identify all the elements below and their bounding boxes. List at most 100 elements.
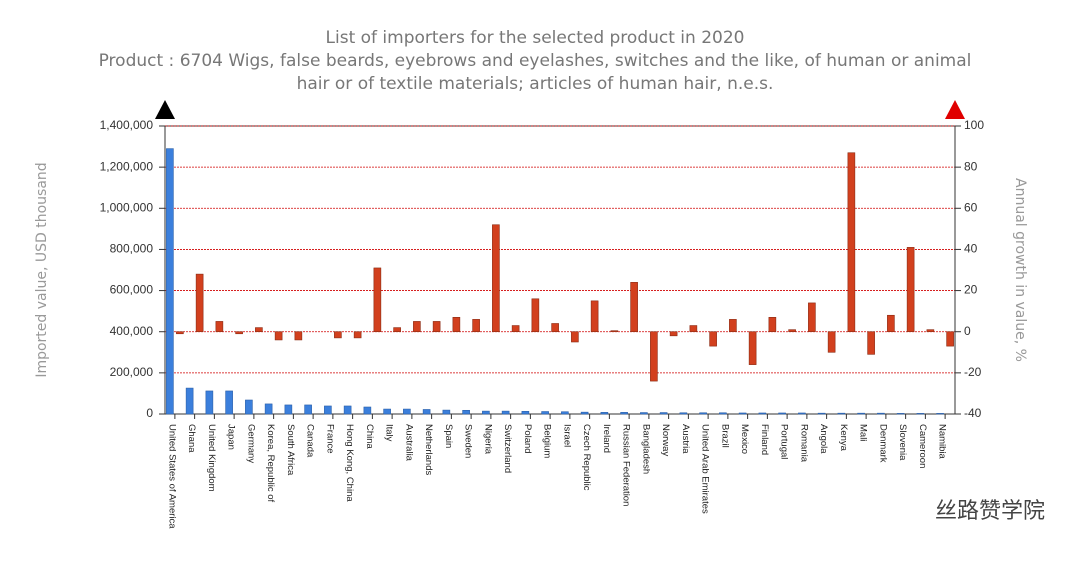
x-tick-label: United Kingdom	[206, 424, 217, 492]
bar	[896, 413, 905, 415]
bar	[936, 413, 944, 415]
bar	[324, 405, 332, 415]
x-tick-label: Denmark	[877, 424, 888, 463]
chart-title: List of importers for the selected produ…	[326, 28, 745, 48]
y-axis-label: Imported value, USD thousand	[34, 162, 50, 377]
bar	[768, 317, 777, 333]
y2-tick-label: -40	[964, 406, 982, 420]
x-tick-label: Namibia	[937, 424, 948, 460]
bar	[166, 148, 174, 415]
y-tick-label: 200,000	[110, 365, 154, 379]
x-tick-label: Poland	[522, 424, 533, 454]
bar	[343, 405, 352, 415]
bar	[363, 406, 372, 415]
x-tick-label: Ghana	[186, 424, 197, 453]
y-tick-label: 400,000	[110, 324, 154, 338]
bar	[729, 319, 737, 333]
y-tick-label: 1,400,000	[100, 118, 154, 132]
x-tick-label: Mexico	[739, 424, 750, 454]
bar	[778, 412, 786, 415]
bar	[630, 282, 638, 333]
bar	[709, 331, 717, 347]
bar	[738, 412, 747, 415]
x-tick-label: Romania	[798, 424, 809, 463]
bar	[689, 325, 698, 333]
bar	[442, 409, 451, 415]
bar	[561, 411, 569, 415]
x-tick-label: Czech Republic	[581, 424, 592, 491]
x-tick-label: Finland	[759, 424, 770, 455]
x-tick-label: Austria	[680, 424, 691, 454]
bar	[462, 409, 470, 415]
bar	[916, 413, 925, 415]
x-tick-label: Mali	[858, 424, 869, 441]
bar	[185, 387, 194, 415]
x-tick-label: United Arab Emirates	[700, 424, 711, 514]
bar	[334, 331, 342, 339]
bar	[817, 412, 826, 415]
bar	[521, 411, 530, 415]
x-tick-label: France	[324, 424, 335, 454]
x-tick-label: Slovenia	[897, 424, 908, 461]
bar	[393, 327, 401, 333]
y2-tick-label: -20	[964, 365, 982, 379]
x-tick-label: Switzerland	[502, 424, 513, 473]
x-tick-label: Hong Kong, China	[344, 424, 355, 502]
x-tick-label: Norway	[660, 424, 671, 456]
bar	[195, 273, 204, 333]
bar	[719, 412, 727, 415]
bar	[590, 300, 599, 333]
bar	[284, 404, 293, 415]
bar	[432, 321, 441, 333]
x-tick-label: Korea, Republic of	[265, 424, 276, 503]
x-tick-label: Sweden	[463, 424, 474, 458]
y-tick-label: 1,200,000	[100, 159, 154, 173]
bar	[245, 399, 253, 415]
bar	[264, 403, 273, 415]
bar	[274, 331, 283, 341]
x-tick-label: Ireland	[601, 424, 612, 453]
x-tick-label: Brazil	[719, 424, 730, 448]
bar	[580, 411, 589, 415]
bar	[294, 331, 303, 341]
bar	[788, 329, 796, 333]
bar	[353, 331, 362, 339]
y2-tick-label: 40	[964, 242, 978, 256]
bar	[827, 331, 836, 353]
bar	[492, 224, 500, 333]
bar	[600, 412, 609, 415]
x-tick-label: United States of America	[166, 424, 177, 529]
bar	[215, 321, 224, 333]
y-tick-label: 800,000	[110, 242, 154, 256]
y2-tick-label: 20	[964, 283, 978, 297]
x-tick-label: Japan	[226, 424, 237, 450]
x-tick-label: China	[364, 424, 375, 450]
bar	[679, 412, 688, 415]
x-tick-label: Australia	[403, 424, 414, 462]
chart-subtitle: Product : 6704 Wigs, false beards, eyebr…	[99, 51, 972, 71]
y-tick-label: 0	[146, 406, 153, 420]
bar	[403, 408, 411, 415]
bar	[798, 412, 806, 415]
y2-tick-label: 100	[964, 118, 984, 132]
bar	[571, 331, 579, 343]
y2-tick-label: 0	[964, 324, 971, 338]
bar	[472, 319, 480, 333]
x-tick-label: Nigeria	[482, 424, 493, 455]
x-tick-label: Spain	[443, 424, 454, 448]
bar	[640, 412, 648, 415]
y-tick-label: 600,000	[110, 283, 154, 297]
bar	[867, 331, 875, 355]
bar	[383, 408, 391, 415]
bar	[225, 390, 233, 415]
x-tick-label: Bangladesh	[640, 424, 651, 474]
bar	[205, 390, 214, 415]
axis-arrow	[155, 100, 175, 119]
bar	[650, 331, 658, 382]
bar	[501, 410, 510, 415]
x-tick-label: Germany	[245, 424, 256, 463]
y2-tick-label: 60	[964, 200, 978, 214]
bar	[837, 412, 846, 415]
x-tick-label: Canada	[305, 424, 316, 458]
